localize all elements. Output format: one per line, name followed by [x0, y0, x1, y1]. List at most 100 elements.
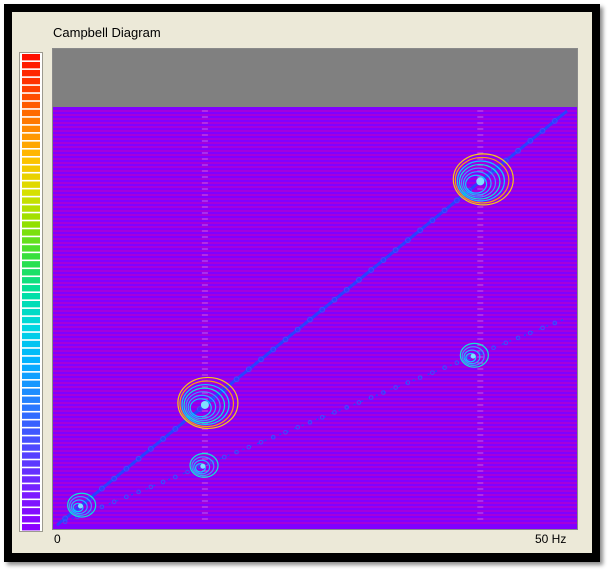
resonance-ring — [70, 499, 88, 515]
order-marker — [258, 356, 264, 363]
color-scale-swatch — [22, 101, 40, 109]
order-marker — [246, 444, 252, 450]
resonance-point[interactable] — [470, 353, 476, 359]
color-scale-swatch — [22, 197, 40, 204]
order-marker — [172, 426, 179, 432]
resonance-ring — [459, 342, 489, 368]
color-scale-swatch — [22, 348, 40, 356]
color-scale-swatch — [22, 340, 40, 348]
order-marker — [99, 504, 105, 510]
order-marker — [185, 469, 190, 475]
order-marker — [270, 434, 276, 440]
color-scale-swatch — [22, 173, 40, 180]
order-marker — [356, 400, 362, 405]
resonance-point[interactable] — [200, 463, 206, 469]
resonance-ring — [452, 153, 514, 206]
color-scale-swatch — [22, 61, 40, 69]
color-scale-swatch — [22, 125, 40, 133]
color-scale-swatch — [22, 484, 40, 491]
order-marker — [515, 147, 521, 154]
order-marker — [148, 484, 154, 490]
order-marker — [454, 360, 460, 366]
order-marker — [442, 365, 447, 370]
color-scale-swatch — [22, 460, 40, 467]
campbell-plot-area[interactable] — [52, 48, 578, 530]
resonance-ring — [460, 167, 497, 198]
order-marker — [173, 474, 178, 480]
order-marker — [540, 325, 545, 331]
resonance-ring — [189, 452, 219, 478]
order-marker — [515, 335, 521, 341]
color-scale-swatch — [22, 253, 40, 260]
order-marker — [319, 306, 326, 313]
order-marker — [368, 267, 375, 273]
order-marker — [74, 505, 81, 512]
color-scale-swatch — [22, 404, 40, 411]
color-scale-swatch — [22, 69, 40, 77]
color-scale-swatch — [22, 324, 40, 332]
order-marker — [381, 390, 386, 395]
order-marker — [147, 445, 154, 452]
resonance-ring — [465, 352, 477, 363]
order-marker — [209, 396, 215, 403]
order-marker — [111, 499, 117, 505]
color-scale-swatch — [22, 261, 40, 268]
order-marker — [368, 395, 374, 400]
order-marker — [221, 454, 227, 460]
order-marker — [87, 509, 92, 515]
order-marker — [380, 257, 387, 263]
resonance-ring — [72, 502, 84, 513]
order-marker — [417, 375, 423, 380]
order-marker — [270, 346, 277, 353]
chart-title: Campbell Diagram — [53, 25, 161, 40]
color-scale-swatch — [22, 420, 40, 427]
color-scale-swatch — [22, 444, 40, 451]
order-marker — [527, 330, 533, 336]
resonance-ring — [458, 163, 501, 200]
order-marker — [392, 247, 399, 254]
order-marker — [62, 515, 69, 522]
order-marker — [307, 316, 313, 323]
order-marker — [393, 385, 398, 390]
order-marker — [124, 494, 129, 500]
order-marker — [491, 345, 496, 351]
resonance-ring — [67, 492, 97, 518]
order-marker — [233, 376, 240, 383]
order-marker — [356, 277, 362, 283]
order-marker — [307, 420, 313, 425]
order-marker — [111, 475, 118, 482]
color-scale-swatch — [22, 277, 40, 284]
window-frame: Campbell Diagram 0 50 Hz — [4, 4, 600, 562]
color-scale-swatch — [22, 221, 40, 228]
order-marker — [453, 197, 460, 204]
resonance-point[interactable] — [77, 503, 83, 509]
color-scale-swatch — [22, 189, 40, 196]
order-marker — [332, 410, 337, 415]
order-marker — [136, 489, 141, 495]
order-marker — [404, 237, 411, 244]
order-marker — [552, 320, 558, 326]
order-marker — [245, 366, 252, 373]
resonance-ring — [181, 383, 230, 426]
resonance-point[interactable] — [476, 177, 485, 186]
resonance-ring — [185, 391, 221, 422]
resonance-ring — [454, 156, 510, 204]
color-scale-swatch — [22, 508, 40, 515]
color-scale-swatch — [22, 412, 40, 419]
order-marker — [441, 207, 448, 214]
resonance-ring — [194, 463, 206, 473]
order-marker — [539, 127, 546, 134]
color-scale-bar — [19, 52, 43, 532]
color-scale-swatch — [22, 229, 40, 236]
order-marker — [295, 424, 301, 430]
order-marker — [319, 415, 325, 420]
order-marker — [344, 405, 349, 410]
x-tick-label-end: 50 Hz — [535, 532, 567, 546]
resonance-ring — [68, 496, 93, 516]
color-scale-swatch — [22, 372, 40, 380]
color-scale-swatch — [22, 285, 40, 292]
resonance-point[interactable] — [200, 400, 209, 409]
order-marker — [527, 137, 534, 144]
color-scale-swatch — [22, 396, 40, 403]
color-scale-swatch — [22, 133, 40, 141]
